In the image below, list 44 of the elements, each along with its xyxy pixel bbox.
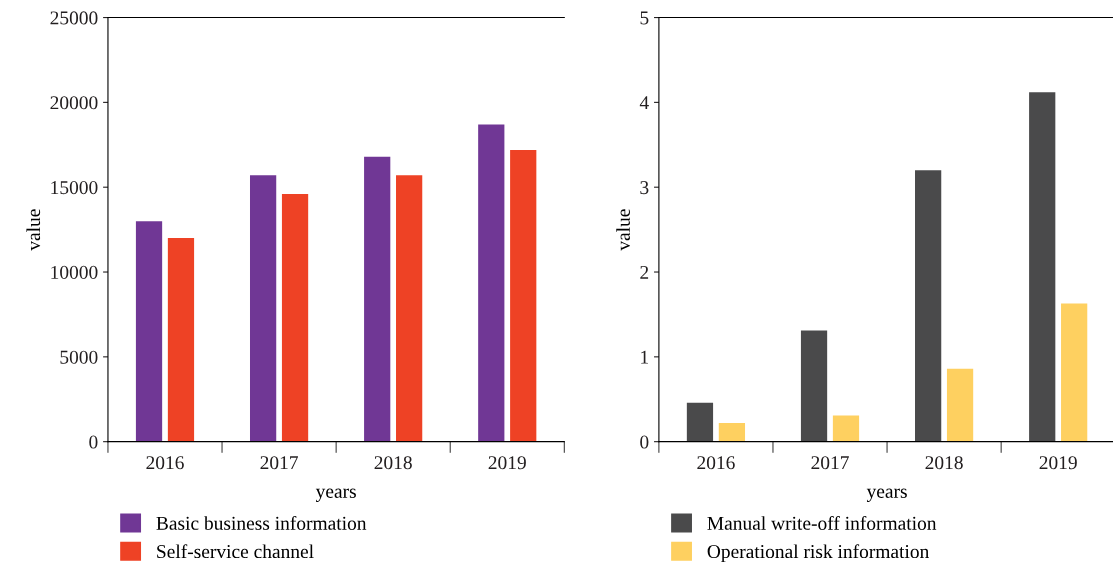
x-axis-title: years: [315, 488, 356, 502]
y-tick-label: 20000: [50, 96, 98, 110]
bar: [510, 149, 537, 442]
y-tick-label: 1: [641, 350, 649, 364]
bar: [1029, 92, 1056, 442]
bar: [249, 175, 277, 442]
x-axis-title: years: [866, 488, 907, 502]
bar: [832, 415, 860, 442]
y-tick-label: 5000: [60, 350, 98, 364]
y-tick-label: 0: [640, 435, 649, 449]
y-tick-label: 2: [640, 265, 649, 279]
bar: [167, 238, 195, 442]
x-tick-label: 2018: [925, 456, 963, 470]
legend-label: Basic business information: [156, 515, 367, 530]
y-tick-label: 5: [640, 11, 649, 25]
x-tick-label: 2016: [697, 456, 735, 470]
bar: [281, 193, 309, 442]
legend-label: Operational risk information: [707, 544, 930, 563]
y-tick-label: 10000: [51, 265, 98, 279]
x-tick-label: 2017: [811, 456, 849, 470]
x-tick-label: 2018: [374, 456, 412, 470]
bar: [1061, 303, 1088, 442]
legend-label: Manual write-off information: [707, 515, 937, 530]
y-tick-label: 3: [640, 181, 649, 195]
x-tick-label: 2019: [1039, 456, 1077, 470]
y-tick-label: 25000: [50, 11, 98, 25]
bar: [686, 402, 714, 442]
x-tick-label: 2016: [146, 456, 184, 470]
bar: [135, 221, 163, 442]
y-axis-title: value: [26, 209, 41, 251]
bar: [478, 124, 505, 442]
bar: [946, 368, 974, 442]
y-tick-label: 0: [89, 435, 98, 449]
x-tick-label: 2017: [260, 456, 298, 470]
bar: [718, 423, 746, 442]
legend-label: Self-service channel: [157, 544, 314, 559]
y-axis-title: value: [616, 209, 630, 251]
x-tick-label: 2019: [488, 456, 526, 470]
bar: [396, 175, 423, 442]
y-tick-label: 15000: [51, 181, 98, 195]
y-tick-label: 4: [639, 96, 649, 110]
bar: [800, 330, 828, 442]
bar: [915, 170, 942, 442]
bar: [364, 156, 391, 442]
